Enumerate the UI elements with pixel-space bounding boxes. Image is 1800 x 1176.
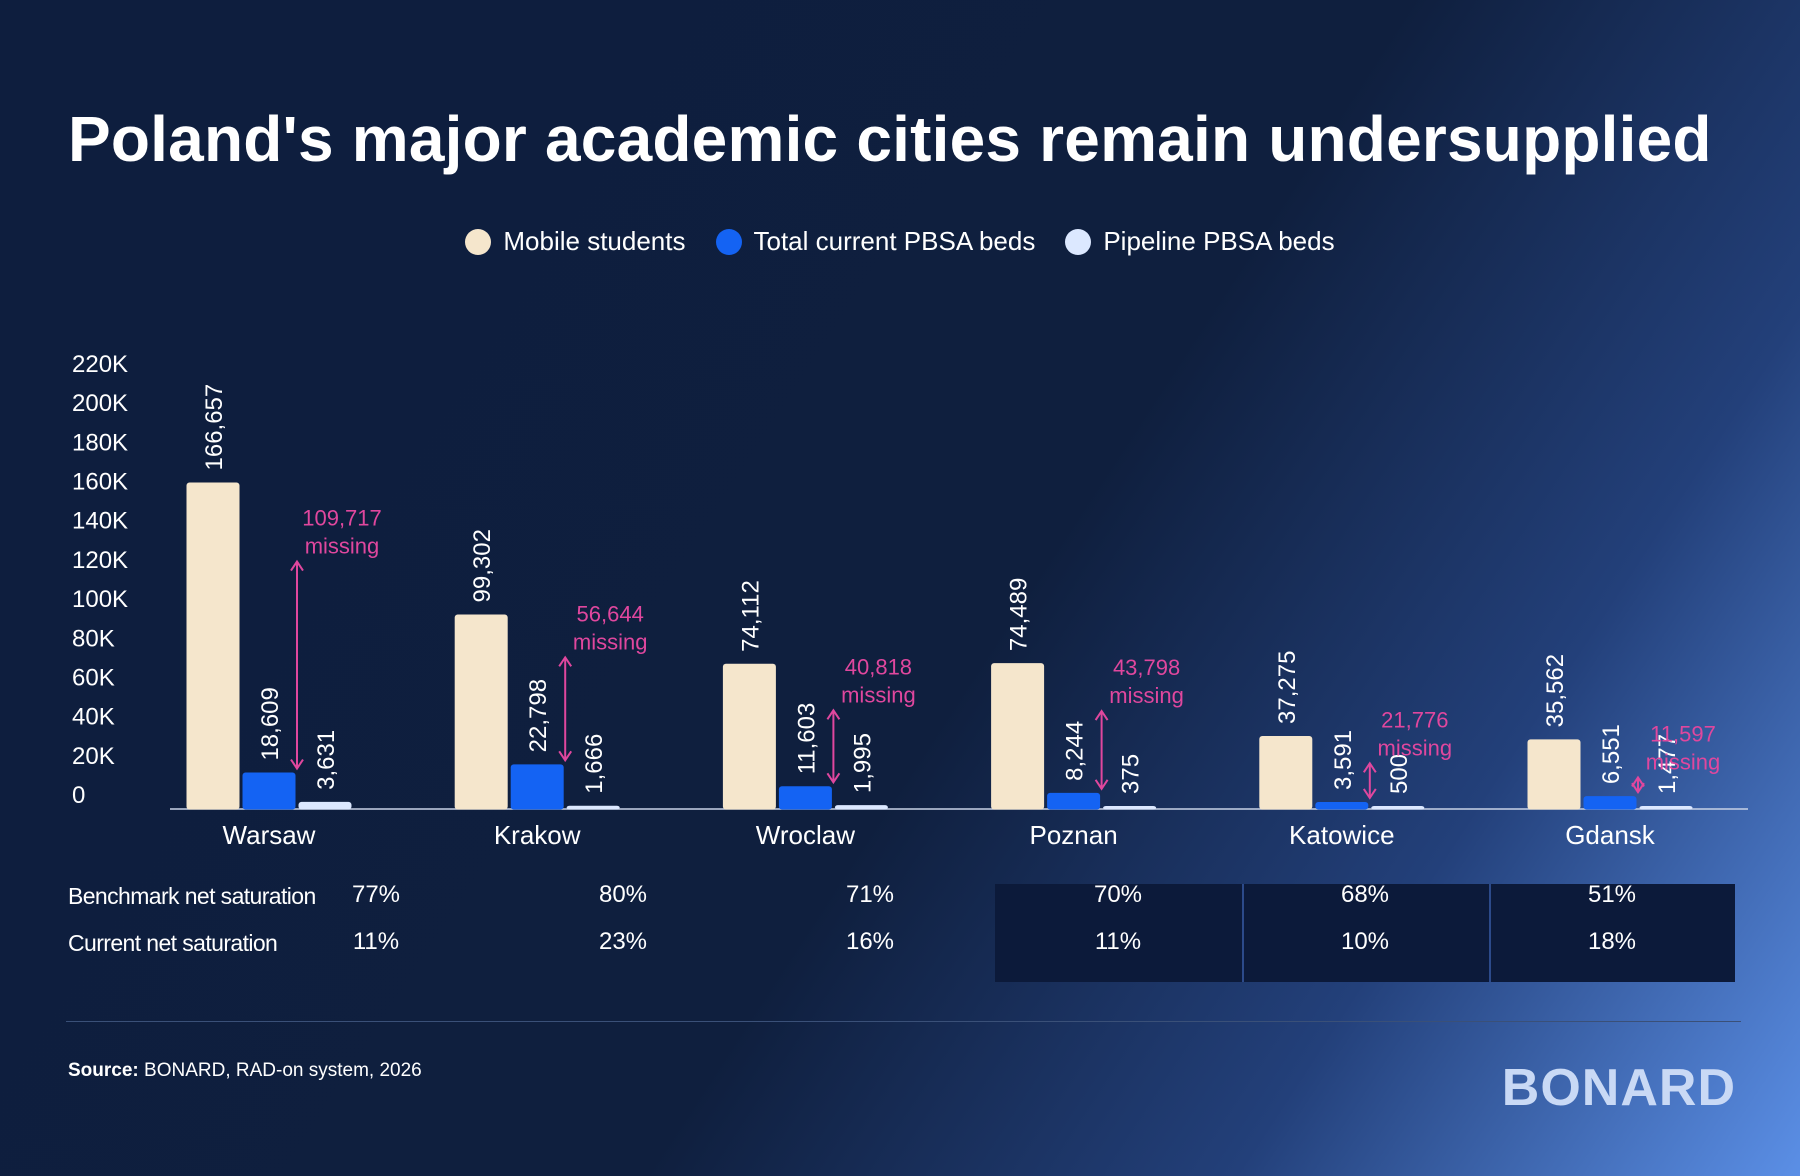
y-tick-label: 160K bbox=[72, 469, 128, 496]
bar bbox=[1259, 735, 1313, 810]
missing-arrow-head bbox=[290, 758, 304, 771]
category-label: Krakow bbox=[494, 820, 581, 850]
y-tick-label: 180K bbox=[72, 429, 128, 456]
y-tick-label: 200K bbox=[72, 390, 128, 417]
bar bbox=[242, 772, 296, 810]
missing-arrow-head bbox=[1631, 782, 1645, 794]
bar-value-label: 1,666 bbox=[581, 734, 608, 794]
missing-arrow-head bbox=[1094, 709, 1109, 721]
legend-swatch bbox=[715, 228, 742, 255]
legend-item-mobile-students: Mobile students bbox=[465, 226, 686, 257]
bar-value-label: 6,551 bbox=[1598, 724, 1625, 784]
bar bbox=[1047, 792, 1101, 810]
missing-word-label: missing bbox=[305, 534, 380, 559]
y-tick-label: 140K bbox=[72, 508, 128, 535]
y-tick-label: 60K bbox=[72, 664, 115, 691]
missing-value-label: 43,798 bbox=[1113, 655, 1180, 680]
missing-value-label: 11,597 bbox=[1650, 721, 1716, 746]
category-label: Poznan bbox=[1030, 820, 1118, 850]
missing-word-label: missing bbox=[573, 629, 648, 654]
bar bbox=[454, 614, 508, 810]
legend-label: Mobile students bbox=[503, 226, 686, 256]
divider bbox=[66, 1021, 1741, 1022]
bar-value-label: 500 bbox=[1386, 754, 1413, 794]
legend-label: Total current PBSA beds bbox=[753, 226, 1036, 256]
missing-arrow-head bbox=[826, 708, 841, 720]
bar bbox=[1315, 801, 1369, 810]
category-label: Gdansk bbox=[1565, 820, 1656, 850]
missing-arrow-head bbox=[1362, 788, 1377, 800]
legend-label: Pipeline PBSA beds bbox=[1103, 226, 1335, 256]
bar-chart: 0 20K 40K 60K 80K 100K 120K 140K 160K 180K 200K 220… bbox=[72, 351, 1748, 850]
bar bbox=[1583, 796, 1637, 810]
missing-arrow-head bbox=[558, 750, 573, 763]
bar bbox=[298, 801, 352, 810]
bar-value-label: 11,603 bbox=[793, 703, 820, 775]
bar bbox=[991, 663, 1045, 810]
category-label: Warsaw bbox=[223, 820, 316, 850]
missing-arrow-head bbox=[826, 772, 841, 785]
missing-word-label: missing bbox=[1378, 735, 1453, 760]
missing-word-label: missing bbox=[1109, 683, 1184, 708]
legend-item-pipeline-beds: Pipeline PBSA beds bbox=[1065, 226, 1335, 257]
bar bbox=[778, 786, 832, 810]
missing-arrow-head bbox=[1631, 775, 1645, 788]
bar-value-label: 3,591 bbox=[1330, 730, 1357, 790]
bar bbox=[510, 764, 564, 810]
bar-value-label: 1,477 bbox=[1654, 734, 1681, 794]
bar-value-label: 1,995 bbox=[849, 733, 876, 793]
bar bbox=[1371, 806, 1425, 810]
bar bbox=[186, 482, 240, 810]
bar-value-label: 166,657 bbox=[201, 384, 228, 471]
bar-value-label: 74,489 bbox=[1006, 578, 1033, 651]
category-label: Katowice bbox=[1289, 820, 1395, 850]
bar-value-label: 37,275 bbox=[1274, 651, 1301, 724]
missing-arrow-head bbox=[290, 559, 304, 572]
y-tick-label: 40K bbox=[72, 704, 115, 731]
bar-value-label: 99,302 bbox=[469, 529, 496, 602]
bar bbox=[566, 805, 620, 810]
missing-arrow-head bbox=[1094, 779, 1109, 791]
bar-value-label: 18,609 bbox=[257, 687, 284, 760]
missing-word-label: missing bbox=[841, 682, 916, 707]
y-tick-label: 0 bbox=[72, 782, 85, 809]
y-tick-label: 20K bbox=[72, 743, 115, 770]
chart-legend: Mobile students Total current PBSA beds … bbox=[0, 226, 1800, 257]
y-tick-label: 100K bbox=[72, 586, 128, 613]
source-label: Source: bbox=[68, 1060, 139, 1081]
legend-swatch bbox=[1065, 228, 1092, 255]
missing-arrow-head bbox=[1362, 761, 1377, 773]
missing-arrow-head bbox=[558, 655, 573, 667]
missing-value-label: 56,644 bbox=[577, 601, 644, 626]
bar-value-label: 35,562 bbox=[1542, 654, 1569, 727]
source-note: Source: BONARD, RAD-on system, 2026 bbox=[68, 1060, 422, 1082]
bar-value-label: 8,244 bbox=[1062, 721, 1089, 781]
missing-value-label: 21,776 bbox=[1381, 707, 1448, 732]
bar bbox=[1103, 806, 1157, 810]
bar-value-label: 74,112 bbox=[737, 580, 764, 652]
y-tick-label: 80K bbox=[72, 625, 115, 652]
bar bbox=[722, 663, 776, 810]
bar-value-label: 375 bbox=[1118, 754, 1145, 794]
brand-logo: BONARD bbox=[1501, 1059, 1736, 1117]
y-tick-label: 220K bbox=[72, 351, 128, 378]
page-title: Poland's major academic cities remain un… bbox=[68, 103, 1712, 175]
legend-swatch bbox=[465, 228, 492, 255]
source-text: BONARD, RAD-on system, 2026 bbox=[138, 1060, 422, 1081]
bar-value-label: 3,631 bbox=[313, 730, 340, 790]
y-tick-label: 120K bbox=[72, 547, 128, 574]
bar-value-label: 22,798 bbox=[525, 679, 552, 752]
bar bbox=[1639, 806, 1693, 810]
bar bbox=[1527, 739, 1581, 810]
legend-item-current-beds: Total current PBSA beds bbox=[715, 226, 1036, 257]
category-label: Wroclaw bbox=[756, 820, 855, 850]
bar bbox=[834, 805, 888, 810]
missing-word-label: missing bbox=[1646, 749, 1721, 774]
missing-value-label: 109,717 bbox=[302, 506, 382, 531]
missing-value-label: 40,818 bbox=[845, 654, 912, 679]
